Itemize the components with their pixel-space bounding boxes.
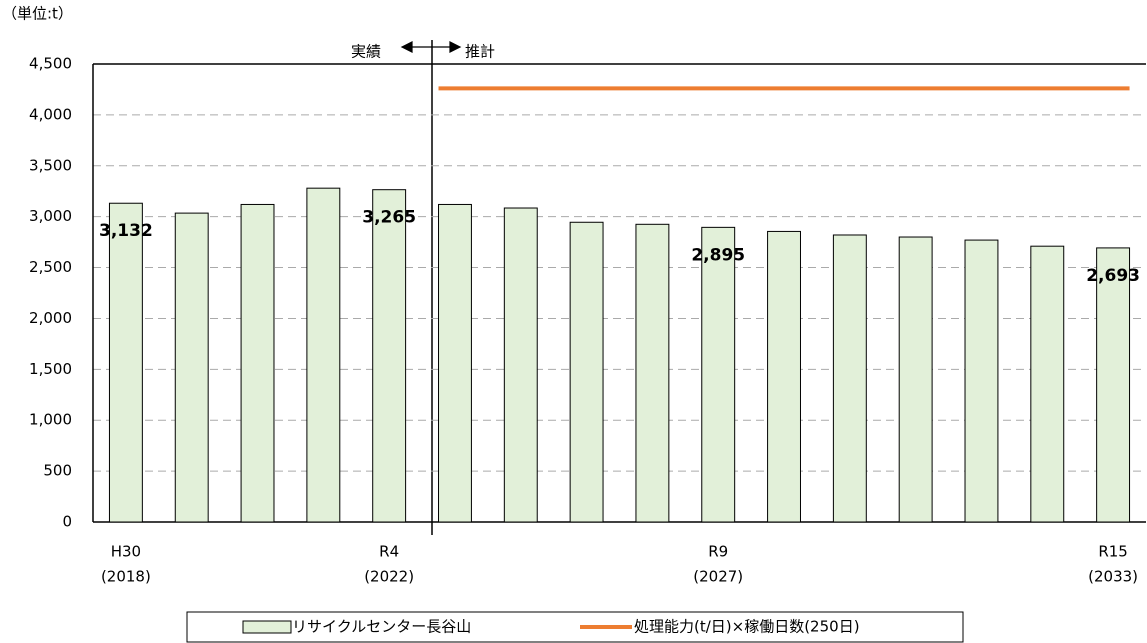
unit-label: （単位:t）: [2, 5, 73, 23]
y-tick-label: 2,500: [29, 258, 72, 276]
y-tick-label: 500: [43, 462, 72, 480]
y-tick-label: 0: [62, 513, 72, 531]
y-tick-label: 3,500: [29, 156, 72, 174]
forecast-label: 推計: [465, 43, 495, 61]
y-tick-label: 4,500: [29, 55, 72, 73]
bar: [503, 207, 538, 523]
bar: [1096, 247, 1131, 523]
x-tick-label: R9: [708, 543, 728, 561]
x-tick-sublabel: (2027): [693, 568, 743, 586]
x-tick-label: H30: [111, 543, 141, 561]
y-tick-label: 4,000: [29, 105, 72, 123]
x-tick-label: R15: [1098, 543, 1128, 561]
bar: [372, 189, 407, 523]
legend-label: 処理能力(t/日)×稼働日数(250日): [634, 618, 860, 636]
legend-swatch: [242, 620, 292, 634]
arrows: [400, 41, 462, 53]
y-tick-label: 2,000: [29, 309, 72, 327]
bar: [108, 202, 143, 523]
actual-label: 実績: [351, 43, 381, 61]
bar: [832, 234, 867, 523]
bar: [240, 203, 275, 523]
legend-label: リサイクルセンター長谷山: [292, 618, 471, 636]
bar: [964, 239, 999, 523]
bar: [306, 187, 341, 523]
bar: [1030, 245, 1065, 523]
data-label: 2,895: [691, 245, 745, 265]
bar: [898, 236, 933, 523]
x-tick-sublabel: (2033): [1088, 568, 1138, 586]
bar: [635, 223, 670, 523]
data-label: 3,265: [362, 208, 416, 228]
y-tick-label: 1,500: [29, 360, 72, 378]
bar: [701, 226, 736, 523]
y-tick-label: 3,000: [29, 207, 72, 225]
bar: [438, 203, 472, 523]
x-tick-sublabel: (2018): [101, 568, 151, 586]
bar: [174, 212, 209, 523]
x-tick-sublabel: (2022): [364, 568, 414, 586]
y-tick-label: 1,000: [29, 411, 72, 429]
bar: [569, 221, 604, 523]
bar: [767, 230, 801, 523]
x-tick-label: R4: [379, 543, 399, 561]
legend-box: [186, 611, 964, 643]
data-label: 2,693: [1086, 266, 1140, 286]
data-label: 3,132: [99, 221, 153, 241]
